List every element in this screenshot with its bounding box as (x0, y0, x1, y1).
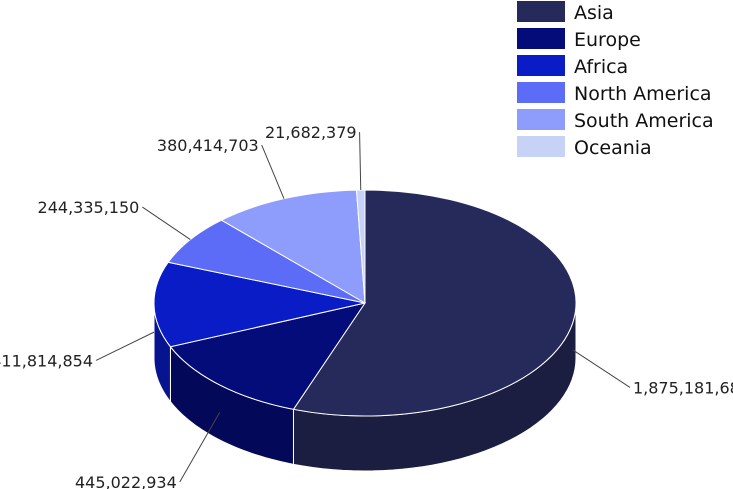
leader-line-europe (179, 412, 221, 483)
legend-item-north-america: North America (517, 82, 712, 105)
label-leader-lines (95, 132, 631, 483)
value-label-asia: 1,875,181,681 (633, 378, 733, 397)
legend-item-africa: Africa (517, 55, 628, 78)
legend-label-north-america: North America (574, 83, 712, 105)
pie-slice-europe (169, 302, 367, 410)
leader-line-oceania (359, 132, 362, 191)
legend-label-africa: Africa (574, 56, 628, 78)
leader-line-north-america (142, 206, 191, 241)
legend-swatch-asia (517, 1, 565, 22)
legend-item-south-america: South America (517, 109, 714, 132)
value-label-oceania: 21,682,379 (265, 123, 357, 142)
value-label-south-america: 380,414,703 (157, 136, 259, 155)
leader-line-south-america (261, 144, 285, 199)
pie-slices (153, 189, 577, 417)
legend-label-south-america: South America (574, 110, 714, 132)
legend: Asia Europe Africa North America South Ameri… (517, 1, 714, 159)
value-label-europe: 445,022,934 (75, 473, 177, 489)
leader-line-asia (572, 349, 631, 388)
pie-slice-asia (292, 189, 577, 417)
value-label-north-america: 244,335,150 (38, 198, 140, 217)
value-labels: 1,875,181,681 445,022,934 411,814,854 244,3… (0, 123, 733, 489)
legend-swatch-europe (517, 28, 565, 49)
legend-swatch-africa (517, 55, 565, 76)
legend-swatch-south-america (517, 109, 565, 130)
legend-label-oceania: Oceania (574, 137, 652, 159)
value-label-africa: 411,814,854 (0, 351, 93, 370)
pie-slice-africa (153, 261, 366, 348)
pie-slice-south-america (220, 189, 366, 304)
pie-slice-oceania (355, 189, 366, 304)
legend-swatch-north-america (517, 82, 565, 103)
legend-label-europe: Europe (574, 29, 641, 51)
legend-swatch-oceania (517, 136, 565, 157)
leader-line-africa (95, 331, 155, 361)
legend-item-asia: Asia (517, 1, 614, 24)
legend-label-asia: Asia (574, 2, 614, 24)
legend-item-oceania: Oceania (517, 136, 652, 159)
legend-item-europe: Europe (517, 28, 641, 51)
